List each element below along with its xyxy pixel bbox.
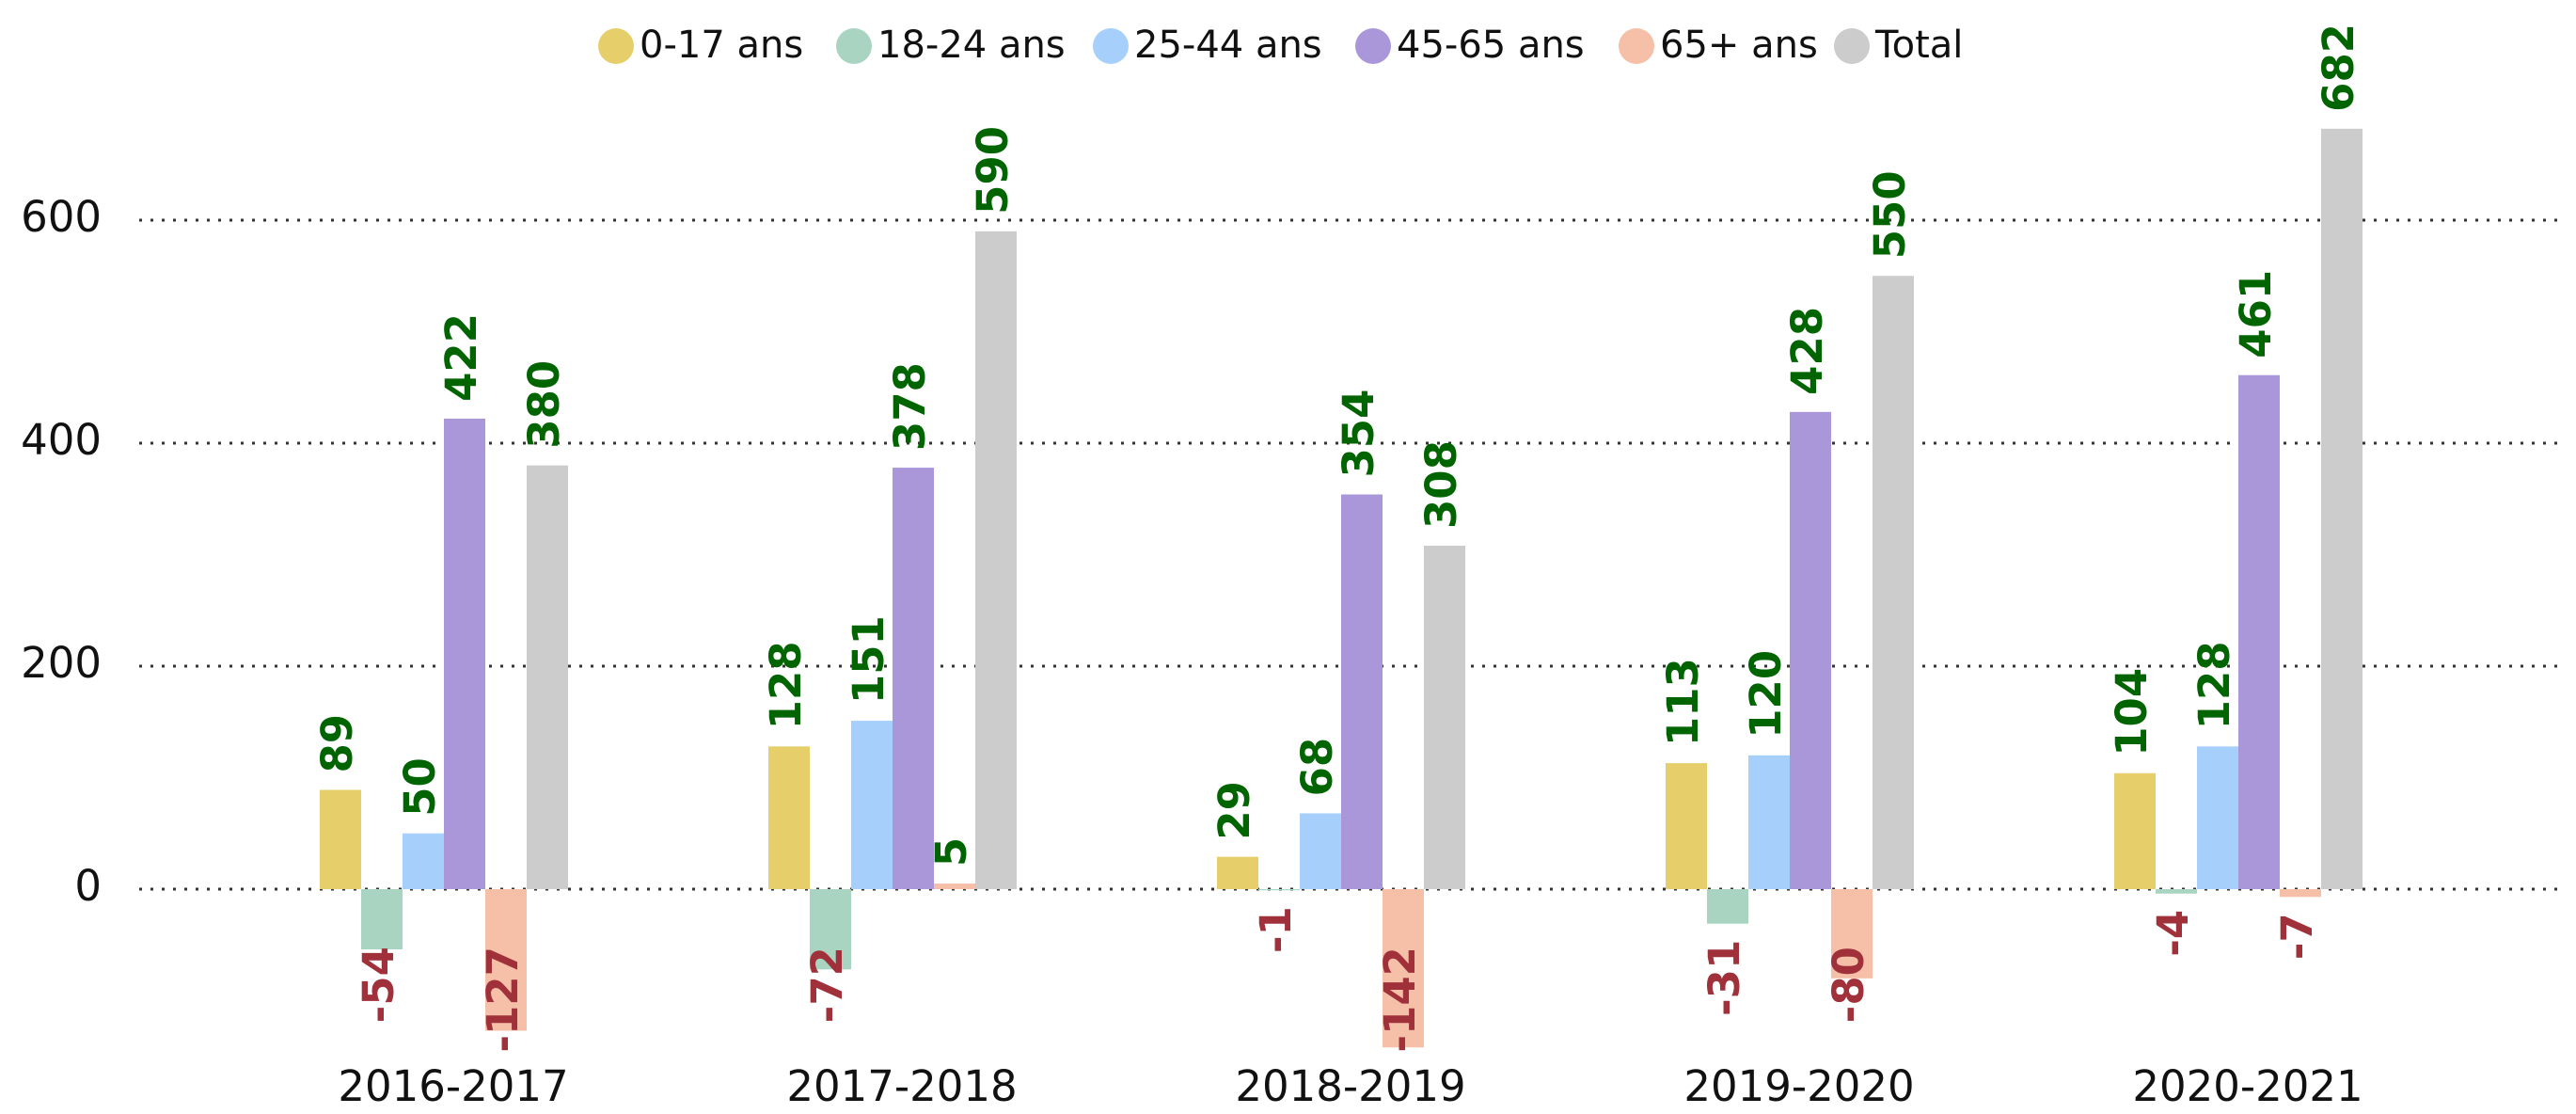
bar <box>851 721 893 889</box>
value-label: 378 <box>885 362 935 451</box>
bar <box>444 418 485 889</box>
bar <box>361 889 403 949</box>
legend-swatch <box>1093 28 1129 64</box>
x-tick-label: 2019-2020 <box>1683 1061 1914 1111</box>
x-tick-label: 2018-2019 <box>1235 1061 1465 1111</box>
value-label: 89 <box>312 714 362 773</box>
legend-label: Total <box>1874 24 1963 67</box>
value-label: 104 <box>2107 668 2157 756</box>
bar <box>1217 856 1258 889</box>
bar <box>934 883 975 889</box>
y-tick-label: 0 <box>74 861 102 911</box>
bar <box>1831 889 1873 979</box>
legend-swatch <box>598 28 634 64</box>
bar <box>1424 546 1465 889</box>
bar <box>1748 755 1790 889</box>
bar <box>2156 889 2197 894</box>
value-label: -142 <box>1375 947 1425 1053</box>
legend-label: 18-24 ans <box>877 24 1066 67</box>
value-label: 113 <box>1658 658 1708 746</box>
bar <box>2321 128 2363 889</box>
bar <box>893 468 934 889</box>
bar <box>485 889 527 1031</box>
legend-swatch <box>1619 28 1654 64</box>
value-label: 128 <box>761 641 811 729</box>
value-label: -72 <box>802 947 852 1023</box>
value-label: 354 <box>1334 390 1383 478</box>
x-tick-label: 2016-2017 <box>338 1061 568 1111</box>
bar <box>1258 889 1300 891</box>
bar <box>2280 889 2321 898</box>
value-label: -7 <box>2272 913 2322 960</box>
bar <box>320 789 361 889</box>
bar <box>2114 772 2156 889</box>
bar <box>1300 813 1341 889</box>
value-label: 380 <box>519 360 569 449</box>
value-label: 428 <box>1782 307 1832 395</box>
value-label: -4 <box>2148 910 2198 957</box>
value-label: 151 <box>844 615 893 704</box>
bar <box>975 231 1017 890</box>
bar <box>403 833 444 889</box>
legend-label: 25-44 ans <box>1134 24 1322 67</box>
bar <box>810 889 851 970</box>
bar <box>2238 374 2280 890</box>
value-label: -54 <box>354 947 403 1023</box>
value-label: 5 <box>926 837 976 867</box>
y-tick-label: 600 <box>21 192 102 242</box>
value-label: 50 <box>395 757 445 817</box>
bar <box>1873 276 1914 889</box>
value-label: 120 <box>1741 650 1791 739</box>
y-tick-label: 200 <box>21 638 102 688</box>
legend-label: 65+ ans <box>1660 24 1818 67</box>
value-label: -127 <box>478 947 528 1053</box>
value-label: 29 <box>1209 781 1259 840</box>
x-tick-label: 2017-2018 <box>786 1061 1017 1111</box>
legend-swatch <box>1834 28 1870 64</box>
bar <box>1383 889 1424 1048</box>
y-tick-label: 400 <box>21 415 102 465</box>
value-label: -80 <box>1824 947 1873 1023</box>
value-label: -1 <box>1251 906 1301 953</box>
legend-label: 0-17 ans <box>640 24 803 67</box>
legend-swatch <box>836 28 872 64</box>
value-label: 590 <box>968 126 1018 215</box>
legend-swatch <box>1355 28 1391 64</box>
value-label: 128 <box>2189 641 2239 729</box>
legend-label: 45-65 ans <box>1397 24 1585 67</box>
bar <box>1666 763 1707 889</box>
value-label: 461 <box>2231 270 2281 358</box>
bar <box>1790 411 1831 889</box>
value-label: -31 <box>1699 940 1749 1016</box>
value-label: 308 <box>1416 440 1466 529</box>
value-label: 550 <box>1865 170 1915 259</box>
value-label: 422 <box>436 313 486 402</box>
bar <box>1341 494 1383 889</box>
bar <box>2197 746 2238 889</box>
value-label: 68 <box>1292 738 1342 797</box>
bar <box>527 465 568 889</box>
bar <box>1707 889 1748 924</box>
value-label: 682 <box>2314 24 2363 112</box>
bar <box>768 746 810 889</box>
x-tick-label: 2020-2021 <box>2132 1061 2363 1111</box>
